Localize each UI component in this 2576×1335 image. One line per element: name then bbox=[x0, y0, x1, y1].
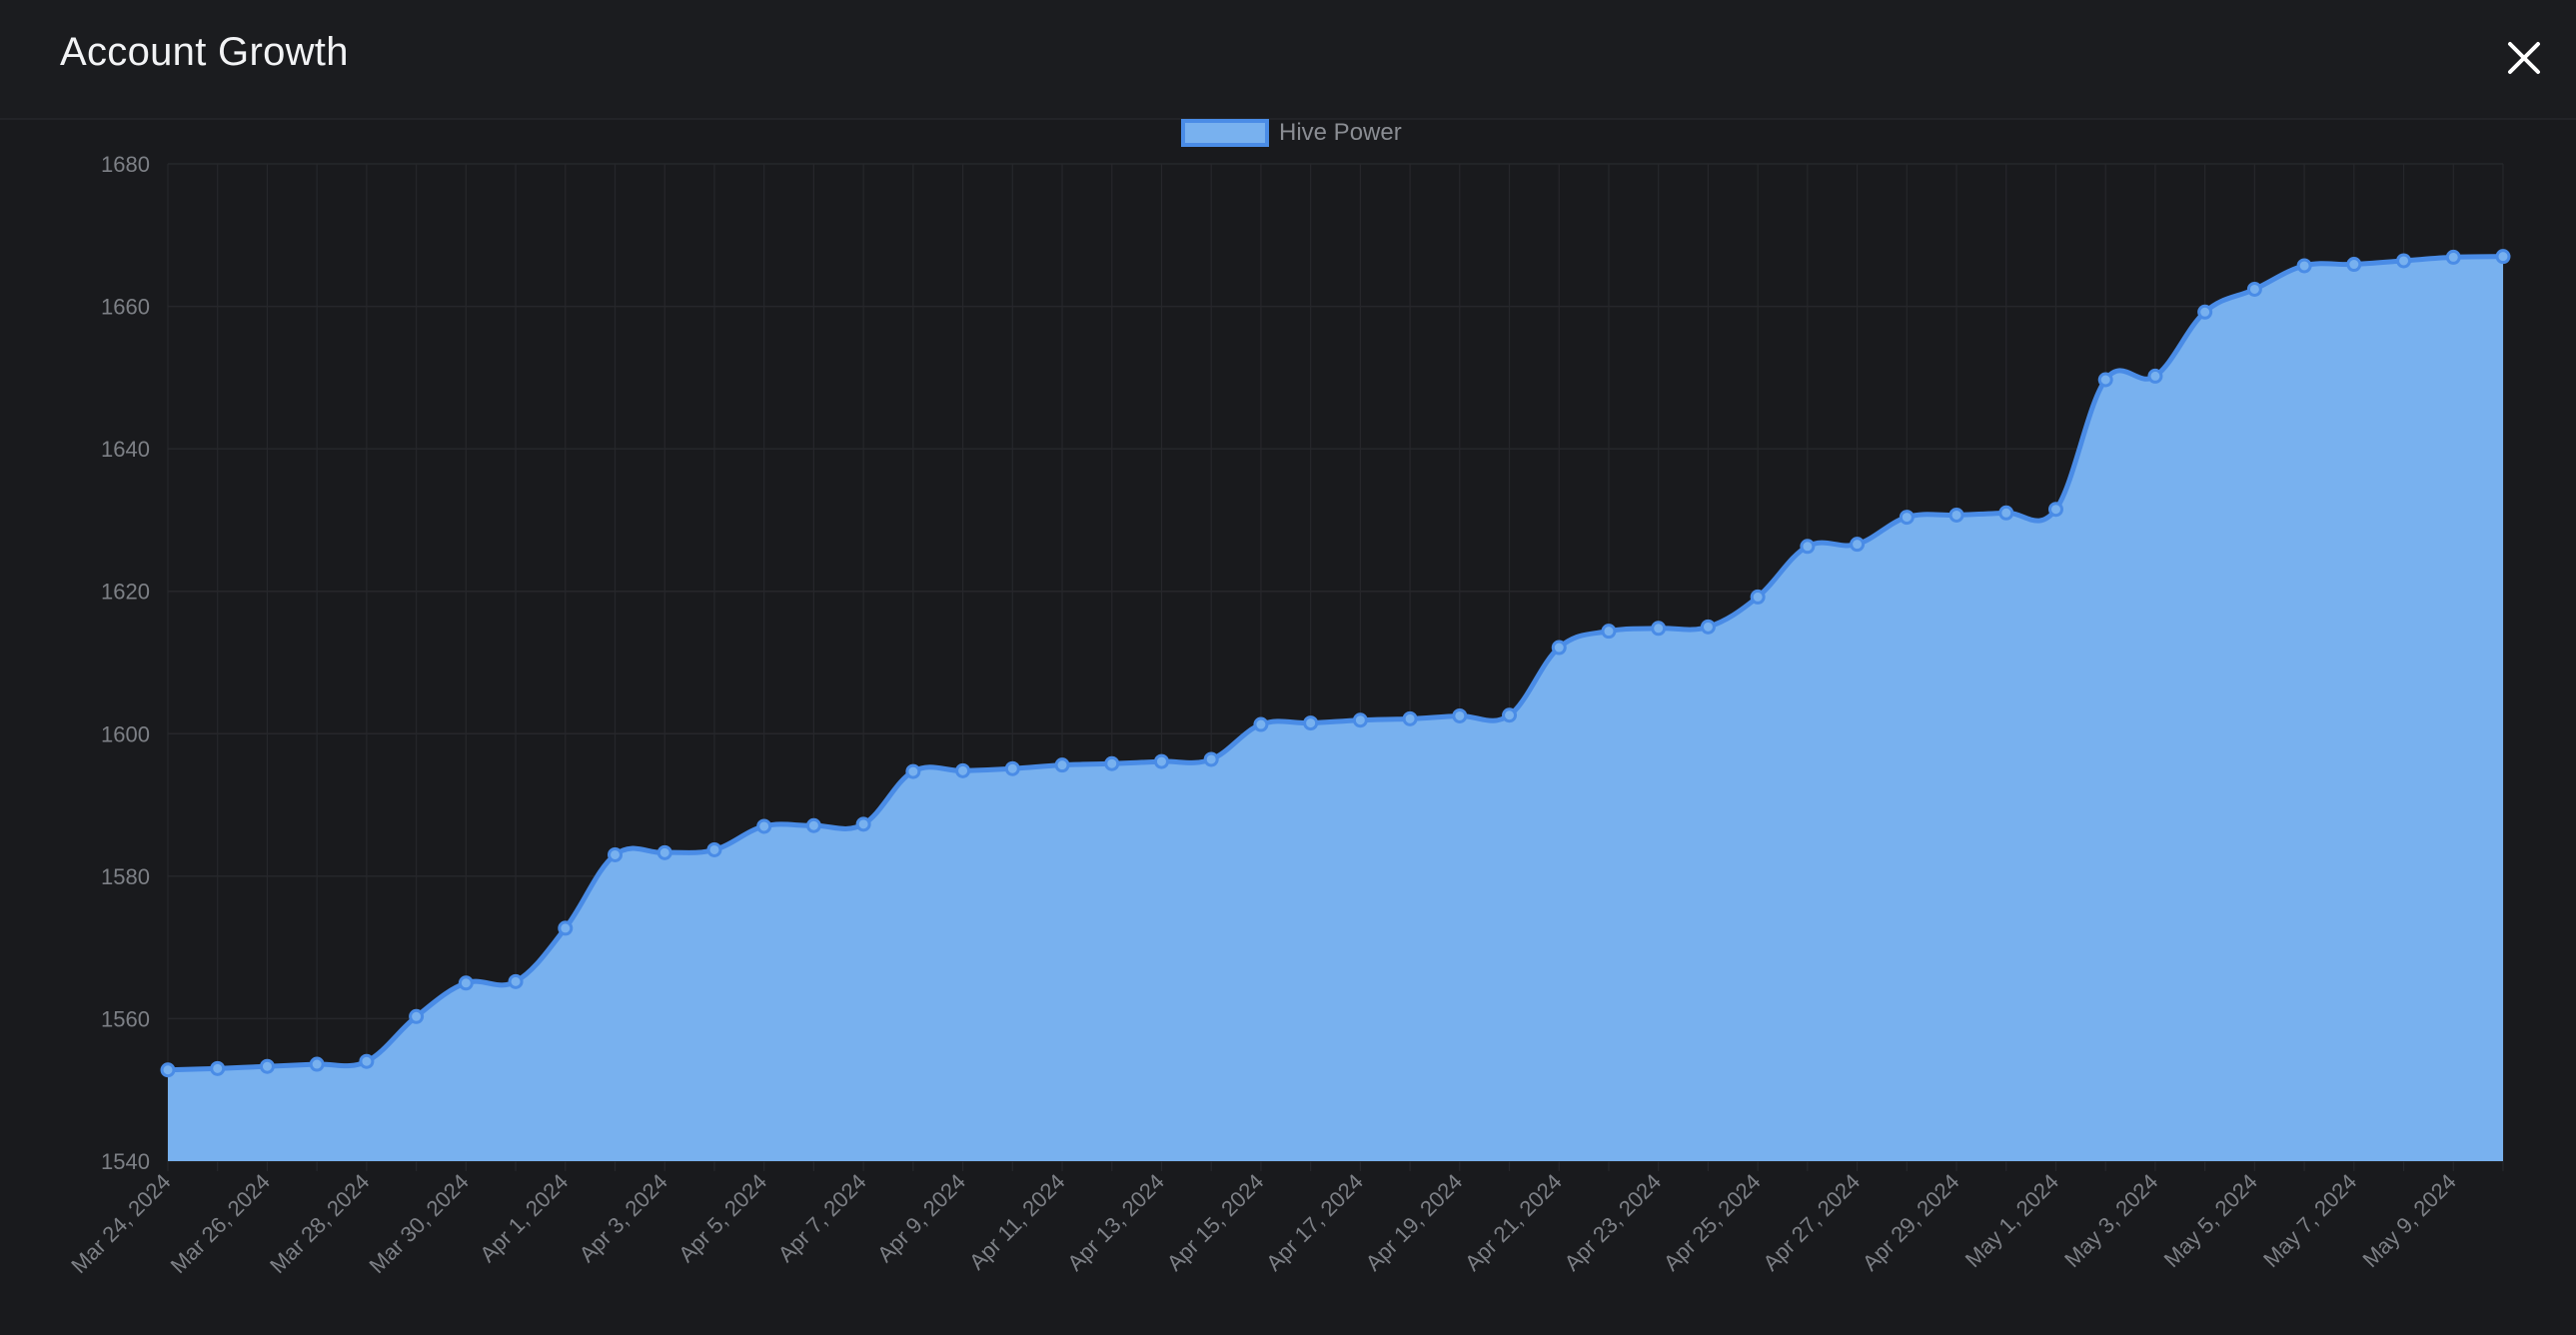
x-tick-label: Mar 26, 2024 bbox=[166, 1169, 275, 1278]
data-point[interactable] bbox=[1850, 537, 1866, 553]
data-point[interactable] bbox=[1253, 716, 1269, 732]
data-point[interactable] bbox=[656, 844, 672, 860]
data-point[interactable] bbox=[508, 973, 524, 989]
x-tick-label: May 9, 2024 bbox=[2358, 1169, 2461, 1272]
data-point[interactable] bbox=[160, 1062, 176, 1078]
chart-legend[interactable]: Hive Power bbox=[1181, 118, 1402, 148]
x-tick-label: Apr 25, 2024 bbox=[1659, 1169, 1766, 1276]
data-point[interactable] bbox=[1651, 621, 1667, 637]
data-point[interactable] bbox=[1203, 751, 1219, 767]
data-point[interactable] bbox=[855, 816, 871, 832]
x-tick-label: Mar 28, 2024 bbox=[265, 1169, 374, 1278]
y-tick-label: 1560 bbox=[101, 1006, 150, 1031]
x-tick-label: Mar 30, 2024 bbox=[365, 1169, 474, 1278]
area-fill bbox=[168, 256, 2503, 1162]
x-tick-label: May 1, 2024 bbox=[1960, 1169, 2063, 1272]
data-point[interactable] bbox=[2296, 258, 2312, 274]
y-tick-label: 1540 bbox=[101, 1149, 150, 1174]
data-point[interactable] bbox=[2495, 249, 2511, 265]
data-point[interactable] bbox=[458, 975, 474, 991]
x-tick-label: Apr 17, 2024 bbox=[1261, 1169, 1368, 1276]
data-point[interactable] bbox=[608, 846, 624, 862]
x-tick-label: Apr 1, 2024 bbox=[475, 1169, 573, 1267]
legend-label: Hive Power bbox=[1279, 119, 1402, 146]
x-tick-label: Apr 19, 2024 bbox=[1361, 1169, 1468, 1276]
data-points bbox=[160, 249, 2511, 1078]
data-point[interactable] bbox=[1551, 640, 1567, 656]
data-point[interactable] bbox=[259, 1058, 275, 1074]
data-point[interactable] bbox=[1800, 539, 1816, 555]
data-point[interactable] bbox=[1104, 755, 1120, 771]
legend-swatch bbox=[1181, 119, 1269, 147]
x-tick-label: Apr 11, 2024 bbox=[964, 1169, 1070, 1275]
x-tick-label: Apr 23, 2024 bbox=[1559, 1169, 1666, 1276]
x-tick-label: Apr 5, 2024 bbox=[673, 1169, 771, 1267]
data-point[interactable] bbox=[2097, 372, 2113, 388]
data-point[interactable] bbox=[2047, 502, 2063, 518]
x-tick-label: May 3, 2024 bbox=[2059, 1169, 2162, 1272]
data-point[interactable] bbox=[2147, 368, 2163, 384]
x-tick-label: Apr 7, 2024 bbox=[773, 1169, 871, 1267]
x-tick-label: Apr 29, 2024 bbox=[1858, 1169, 1964, 1276]
y-tick-label: 1660 bbox=[101, 295, 150, 320]
x-tick-label: May 5, 2024 bbox=[2159, 1169, 2262, 1272]
x-tick-label: Apr 13, 2024 bbox=[1062, 1169, 1169, 1276]
data-point[interactable] bbox=[1303, 715, 1319, 731]
data-point[interactable] bbox=[210, 1060, 226, 1076]
data-point[interactable] bbox=[905, 763, 921, 779]
data-point[interactable] bbox=[805, 817, 821, 833]
x-tick-label: Apr 9, 2024 bbox=[872, 1169, 970, 1267]
data-point[interactable] bbox=[2197, 304, 2213, 320]
data-point[interactable] bbox=[1601, 624, 1617, 640]
data-point[interactable] bbox=[558, 920, 574, 936]
y-tick-label: 1620 bbox=[101, 580, 150, 605]
data-point[interactable] bbox=[955, 762, 971, 778]
data-point[interactable] bbox=[1402, 710, 1418, 726]
data-point[interactable] bbox=[1750, 589, 1766, 605]
y-tick-label: 1680 bbox=[101, 152, 150, 177]
x-tick-label: Apr 21, 2024 bbox=[1460, 1169, 1567, 1276]
y-tick-label: 1580 bbox=[101, 864, 150, 889]
x-tick-label: Apr 27, 2024 bbox=[1758, 1169, 1865, 1276]
data-point[interactable] bbox=[1899, 510, 1915, 526]
data-point[interactable] bbox=[1502, 707, 1518, 723]
data-point[interactable] bbox=[2396, 253, 2412, 269]
data-point[interactable] bbox=[1054, 757, 1070, 773]
data-point[interactable] bbox=[2346, 257, 2362, 273]
y-tick-label: 1640 bbox=[101, 437, 150, 462]
x-tick-label: May 7, 2024 bbox=[2258, 1169, 2361, 1272]
data-point[interactable] bbox=[309, 1056, 325, 1072]
data-point[interactable] bbox=[1004, 760, 1020, 776]
data-point[interactable] bbox=[2246, 281, 2262, 297]
data-point[interactable] bbox=[2445, 249, 2461, 265]
x-tick-label: Apr 15, 2024 bbox=[1162, 1169, 1269, 1276]
close-icon bbox=[2508, 42, 2540, 74]
data-point[interactable] bbox=[756, 818, 772, 834]
data-point[interactable] bbox=[1998, 505, 2014, 521]
data-point[interactable] bbox=[1352, 712, 1368, 728]
data-point[interactable] bbox=[706, 841, 722, 857]
modal-title: Account Growth bbox=[60, 30, 349, 74]
data-point[interactable] bbox=[409, 1008, 425, 1024]
x-tick-label: Apr 3, 2024 bbox=[575, 1169, 672, 1267]
data-point[interactable] bbox=[1153, 753, 1169, 769]
data-point[interactable] bbox=[1700, 619, 1716, 635]
modal-header: Account Growth bbox=[0, 0, 2576, 120]
x-tick-label: Mar 24, 2024 bbox=[66, 1169, 175, 1278]
data-point[interactable] bbox=[359, 1053, 375, 1069]
data-point[interactable] bbox=[1948, 507, 1964, 523]
data-point[interactable] bbox=[1452, 707, 1468, 723]
y-tick-label: 1600 bbox=[101, 721, 150, 746]
close-button[interactable] bbox=[2500, 34, 2548, 82]
